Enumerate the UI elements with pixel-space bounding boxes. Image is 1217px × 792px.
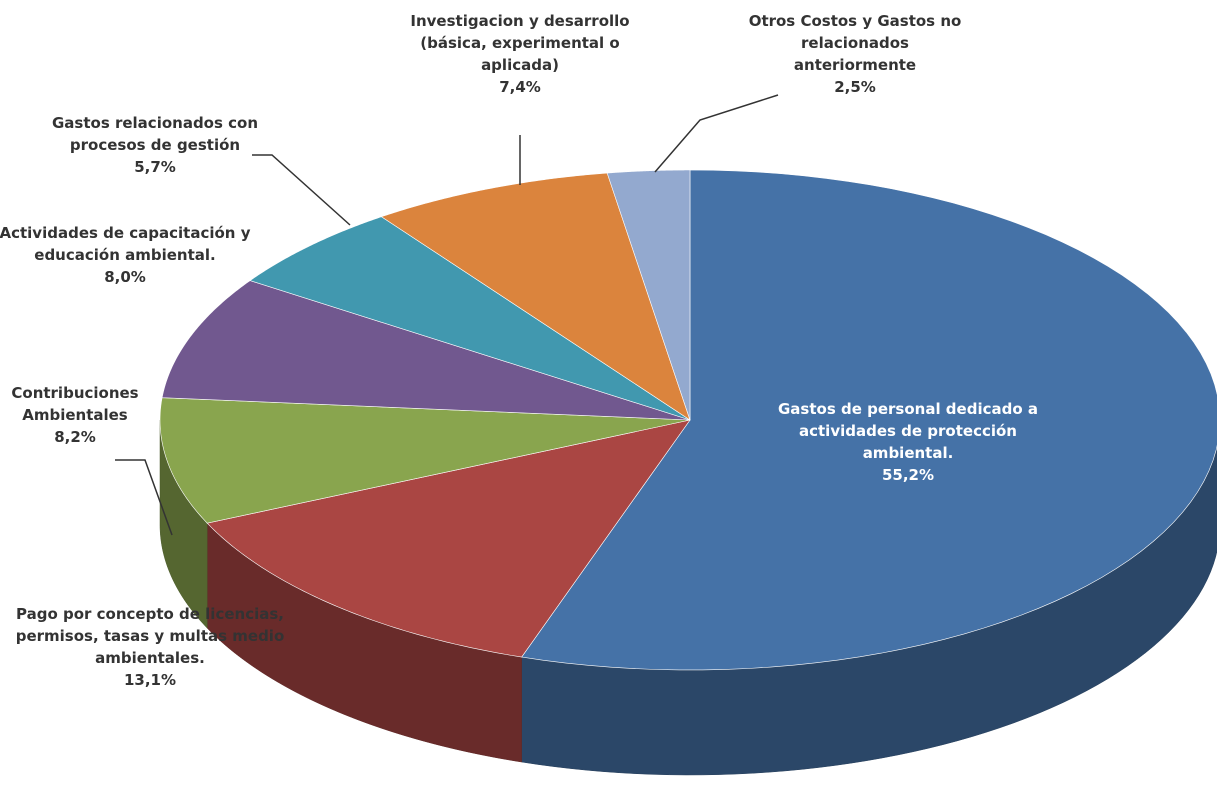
value-label: 7,4% bbox=[499, 78, 541, 96]
value-label: 8,2% bbox=[54, 428, 96, 446]
slice bbox=[159, 397, 691, 524]
category-label: Contribuciones Ambientales bbox=[11, 384, 139, 424]
slice-label: Gastos relacionados con procesos de gest… bbox=[25, 112, 285, 178]
leader-line bbox=[252, 154, 351, 226]
slice bbox=[161, 280, 691, 421]
slice-label: Actividades de capacitación y educación … bbox=[0, 222, 255, 288]
value-label: 13,1% bbox=[123, 671, 177, 689]
category-label: Pago por concepto de licencias, permisos… bbox=[15, 605, 285, 667]
category-label: Actividades de capacitación y educación … bbox=[0, 224, 251, 264]
category-label: Otros Costos y Gastos no relacionados an… bbox=[748, 12, 962, 74]
category-label: Gastos de personal dedicado a actividade… bbox=[777, 400, 1039, 462]
slice-label: Pago por concepto de licencias, permisos… bbox=[15, 603, 285, 691]
slice-label: Gastos de personal dedicado a actividade… bbox=[773, 398, 1043, 486]
slice bbox=[380, 172, 691, 421]
value-label: 8,0% bbox=[104, 268, 146, 286]
slice bbox=[206, 419, 691, 658]
slice bbox=[521, 169, 1217, 671]
slice-label: Investigacion y desarrollo (básica, expe… bbox=[405, 10, 635, 98]
value-label: 5,7% bbox=[134, 158, 176, 176]
value-label: 2,5% bbox=[834, 78, 876, 96]
leader-line bbox=[654, 94, 779, 173]
leader-lines bbox=[115, 94, 779, 536]
slice bbox=[606, 169, 691, 421]
category-label: Investigacion y desarrollo (básica, expe… bbox=[410, 12, 630, 74]
category-label: Gastos relacionados con procesos de gest… bbox=[51, 114, 259, 154]
leader-line bbox=[115, 459, 173, 536]
slice-label: Contribuciones Ambientales 8,2% bbox=[0, 382, 150, 448]
slice bbox=[249, 216, 691, 421]
pie-tops bbox=[159, 169, 1217, 671]
slice-label: Otros Costos y Gastos no relacionados an… bbox=[740, 10, 970, 98]
value-label: 55,2% bbox=[881, 466, 935, 484]
pie-sides bbox=[159, 419, 1217, 776]
